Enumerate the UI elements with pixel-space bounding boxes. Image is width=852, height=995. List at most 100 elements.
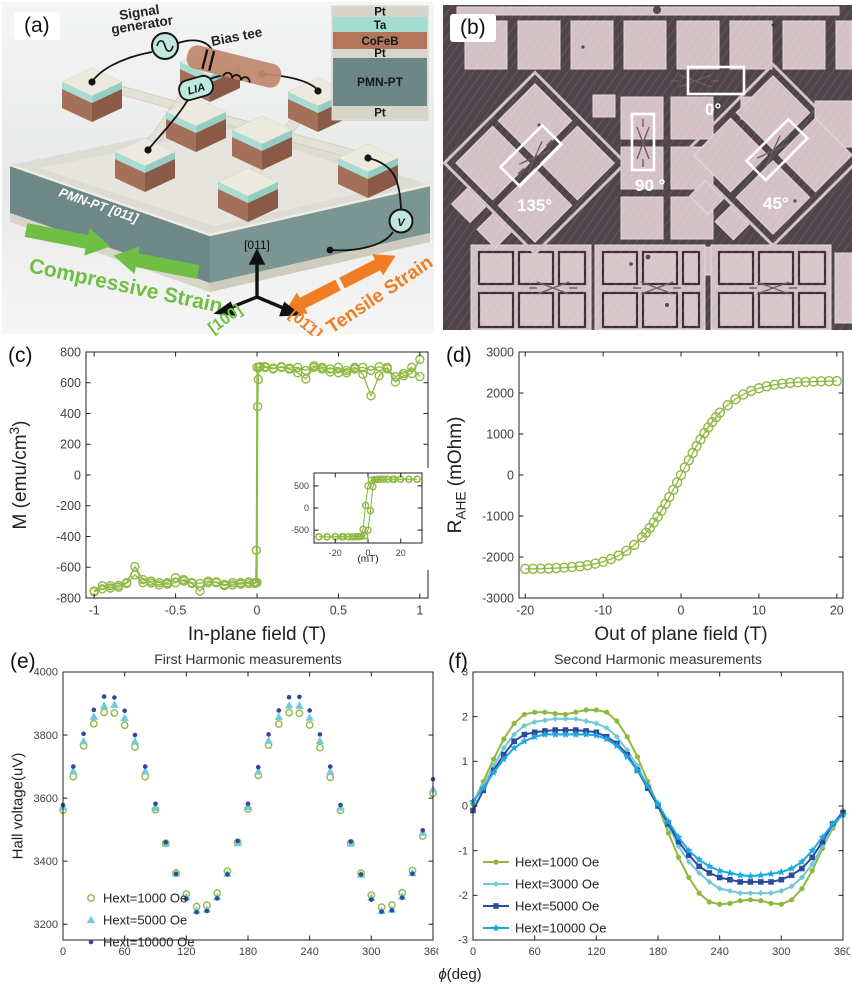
panel-b-label: (b) <box>450 14 496 42</box>
angle-label-135: 135° <box>517 196 552 215</box>
svg-text:3000: 3000 <box>486 345 514 359</box>
svg-text:PMN-PT: PMN-PT <box>357 75 404 89</box>
svg-text:First Harmonic measurements: First Harmonic measurements <box>154 651 342 667</box>
svg-text:180: 180 <box>649 946 667 958</box>
svg-text:1000: 1000 <box>486 427 514 441</box>
micrograph-texture <box>443 5 852 330</box>
svg-text:V: V <box>397 217 406 229</box>
svg-text:0: 0 <box>470 946 476 958</box>
svg-text:3: 3 <box>462 667 468 679</box>
svg-text:600: 600 <box>60 376 81 390</box>
svg-text:0: 0 <box>462 801 468 813</box>
svg-text:0: 0 <box>74 468 81 482</box>
panel-d-label: (d) <box>446 344 472 367</box>
svg-text:-3000: -3000 <box>482 591 514 605</box>
svg-text:Out of plane field (T): Out of plane field (T) <box>594 624 767 645</box>
svg-text:-10: -10 <box>594 604 612 618</box>
svg-text:60: 60 <box>529 946 541 958</box>
svg-text:0: 0 <box>60 946 66 958</box>
svg-text:4000: 4000 <box>34 667 58 679</box>
svg-text:500: 500 <box>294 481 309 491</box>
shared-x-axis-label: ϕ(deg) <box>398 966 522 992</box>
svg-text:0: 0 <box>365 548 370 558</box>
svg-text:3800: 3800 <box>34 730 58 742</box>
svg-text:1: 1 <box>416 604 423 618</box>
svg-text:Hext=3000 Oe: Hext=3000 Oe <box>515 877 599 892</box>
axis-011-label: [011] <box>244 238 270 252</box>
svg-text:400: 400 <box>60 407 81 421</box>
bias-tee <box>186 45 282 88</box>
svg-text:1: 1 <box>462 756 468 768</box>
chart-first-harmonic: 0 60 120 180 240 300 360 3200 3400 3600 3800 4000 Fi… <box>8 648 438 976</box>
svg-text:-500: -500 <box>291 525 309 535</box>
svg-text:20: 20 <box>396 548 406 558</box>
panel-e-label: (e) <box>10 650 36 673</box>
svg-text:Hext=5000 Oe: Hext=5000 Oe <box>515 899 599 914</box>
svg-text:360: 360 <box>834 946 850 958</box>
svg-text:800: 800 <box>60 345 81 359</box>
panel-f-label: (f) <box>448 650 468 673</box>
svg-text:10: 10 <box>752 604 766 618</box>
device-outline-135deg <box>498 123 564 188</box>
angle-label-45: 45° <box>763 194 789 213</box>
svg-text:(mT): (mT) <box>357 554 378 565</box>
angle-label-0: 0° <box>705 100 721 119</box>
contact-dots <box>88 70 372 254</box>
svg-text:-20: -20 <box>516 604 534 618</box>
svg-text:Hall voltage(uV): Hall voltage(uV) <box>9 753 26 860</box>
svg-text:-1: -1 <box>458 845 468 857</box>
svg-text:3400: 3400 <box>34 856 58 868</box>
lia-icon: LIA <box>178 74 214 102</box>
device-outline-0deg <box>686 65 746 96</box>
svg-text:300: 300 <box>362 946 380 958</box>
svg-text:Pt: Pt <box>374 108 386 120</box>
svg-text:-1: -1 <box>89 604 100 618</box>
panel-b-micrograph: 0° 90 ° 135° 45° <box>442 5 852 331</box>
svg-text:-3: -3 <box>458 935 468 947</box>
svg-text:300: 300 <box>772 946 790 958</box>
svg-text:CoFeB: CoFeB <box>361 36 398 48</box>
svg-text:0: 0 <box>254 604 261 618</box>
panel-a-label: (a) <box>14 12 60 40</box>
svg-text:In-plane field (T): In-plane field (T) <box>188 624 326 645</box>
layer-stack-legend: Pt Ta CoFeB Pt PMN-PT Pt <box>331 5 429 121</box>
svg-text:180: 180 <box>239 946 257 958</box>
svg-text:0.5: 0.5 <box>330 604 347 618</box>
svg-text:-1000: -1000 <box>482 509 514 523</box>
panel-a-svg: PMN-PT [011] <box>2 2 437 343</box>
svg-text:-2: -2 <box>458 890 468 902</box>
svg-text:LIA: LIA <box>186 81 206 97</box>
svg-text:-2000: -2000 <box>482 550 514 564</box>
svg-text:200: 200 <box>60 438 81 452</box>
svg-text:2: 2 <box>462 711 468 723</box>
svg-text:Hext=1000 Oe: Hext=1000 Oe <box>103 891 187 906</box>
svg-text:-200: -200 <box>56 499 81 513</box>
svg-text:Hext=1000 Oe: Hext=1000 Oe <box>515 855 599 870</box>
svg-text:0: 0 <box>507 468 514 482</box>
angle-label-90: 90 ° <box>635 176 666 195</box>
chart-second-harmonic: 0 60 120 180 240 300 360 -3 -2 -1 0 1 2 3 Second Harmo… <box>443 648 850 976</box>
device-outline-90deg <box>630 112 656 172</box>
svg-text:M (emu/cm3): M (emu/cm3) <box>8 421 31 530</box>
panel-b-svg: 0° 90 ° 135° 45° <box>442 5 852 331</box>
svg-text:Hext=10000 Oe: Hext=10000 Oe <box>515 921 606 936</box>
device-outline-45deg <box>744 117 810 182</box>
phi-units: (deg) <box>446 966 482 983</box>
svg-text:Pt: Pt <box>374 48 386 60</box>
crystal-axes <box>213 248 302 317</box>
svg-text:240: 240 <box>300 946 318 958</box>
svg-text:3600: 3600 <box>34 793 58 805</box>
svg-text:0: 0 <box>304 503 309 513</box>
signal-generator-label-1: Signal <box>118 2 160 23</box>
chart-anomalous-hall: -20 -10 0 10 20 -3000 -2000 -1000 0 1000 2000 3000 O… <box>443 340 852 648</box>
svg-text:Hext=5000 Oe: Hext=5000 Oe <box>103 913 187 928</box>
svg-text:Pt: Pt <box>374 7 386 19</box>
svg-text:-600: -600 <box>56 561 81 575</box>
svg-text:360: 360 <box>424 946 438 958</box>
panel-c-label: (c) <box>8 344 33 367</box>
svg-text:RAHE (mOhm): RAHE (mOhm) <box>445 417 468 534</box>
svg-text:Hext=10000 Oe: Hext=10000 Oe <box>103 935 194 950</box>
svg-text:Second Harmonic measurements: Second Harmonic measurements <box>554 651 762 667</box>
angle-labels: 0° 90 ° 135° 45° <box>517 100 789 215</box>
